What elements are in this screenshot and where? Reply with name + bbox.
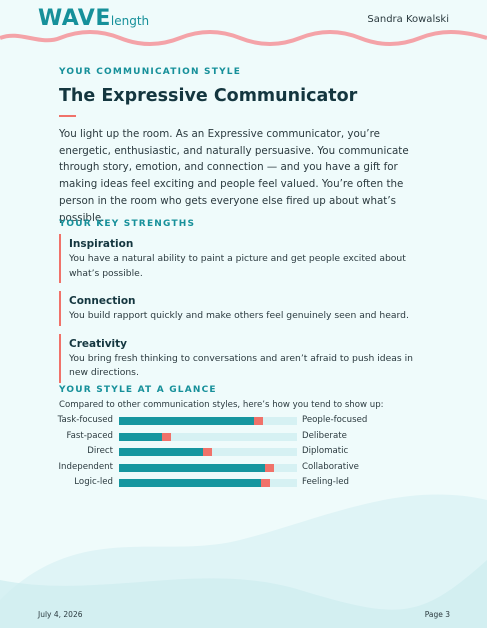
style-bars: Task-focused People-focused Fast-paced Deli… [57,414,439,492]
right-label: Collaborative [302,461,359,472]
strengths-list: Inspiration You have a natural ability to… [59,234,429,391]
right-label: People-focused [302,415,368,425]
footer-wave [0,560,487,628]
strengths-heading: YOUR KEY STRENGTHS [59,219,196,229]
bar-track [119,417,297,425]
glance-intro: Compared to other communication styles, … [59,400,384,410]
strength-text: You bring fresh thinking to conversation… [69,352,413,379]
bar-track [119,432,297,441]
user-name: Sandra Kowalski [367,14,449,25]
strength-item: Inspiration You have a natural ability to… [59,234,429,283]
bar-fill [119,463,265,472]
logo-sub: length [110,14,150,28]
left-label: Task-focused [57,415,113,425]
style-row: Logic-led Feeling-led [59,476,439,492]
left-label: Direct [87,446,113,456]
style-row: Independent Collaborative [59,461,439,477]
strength-title: Connection [69,295,136,307]
intro: You light up the room. As an Expressive … [59,128,409,224]
title: The Expressive Communicator [59,86,358,106]
section-label: YOUR COMMUNICATION STYLE [59,67,242,77]
bar-track [119,448,297,456]
position-marker [161,432,171,441]
bar-fill [119,417,255,425]
bar-fill [119,448,203,456]
strength-text: You have a natural ability to paint a pi… [69,253,406,279]
page-number: Page 3 [424,610,450,619]
left-label: Fast-paced [66,430,113,441]
bar-track [119,463,297,472]
title-rule [59,115,76,117]
left-label: Logic-led [74,477,113,487]
bar-track [119,479,297,487]
right-label: Feeling-led [302,477,349,487]
footer-date: July 4, 2026 [38,610,83,619]
position-marker [264,463,274,472]
style-row: Task-focused People-focused [57,414,439,430]
right-label: Deliberate [302,430,347,441]
logo: WAVElength [38,6,149,31]
right-label: Diplomatic [302,446,349,456]
position-marker [261,479,271,487]
position-marker [254,417,264,425]
style-row: Direct Diplomatic [59,445,439,461]
glance-heading: YOUR STYLE AT A GLANCE [59,385,217,395]
style-row: Fast-paced Deliberate [59,430,439,446]
strength-title: Creativity [69,337,128,350]
header-wave [0,30,487,46]
logo-main: WAVE [38,6,111,31]
strength-text: You build rapport quickly and make other… [69,310,409,321]
strength-title: Inspiration [69,238,134,250]
bar-fill [119,479,262,487]
position-marker [202,448,212,456]
left-label: Independent [58,461,113,472]
strength-item: Connection You build rapport quickly and … [59,291,429,326]
bar-fill [119,432,162,441]
strength-item: Creativity You bring fresh thinking to co… [59,333,429,383]
